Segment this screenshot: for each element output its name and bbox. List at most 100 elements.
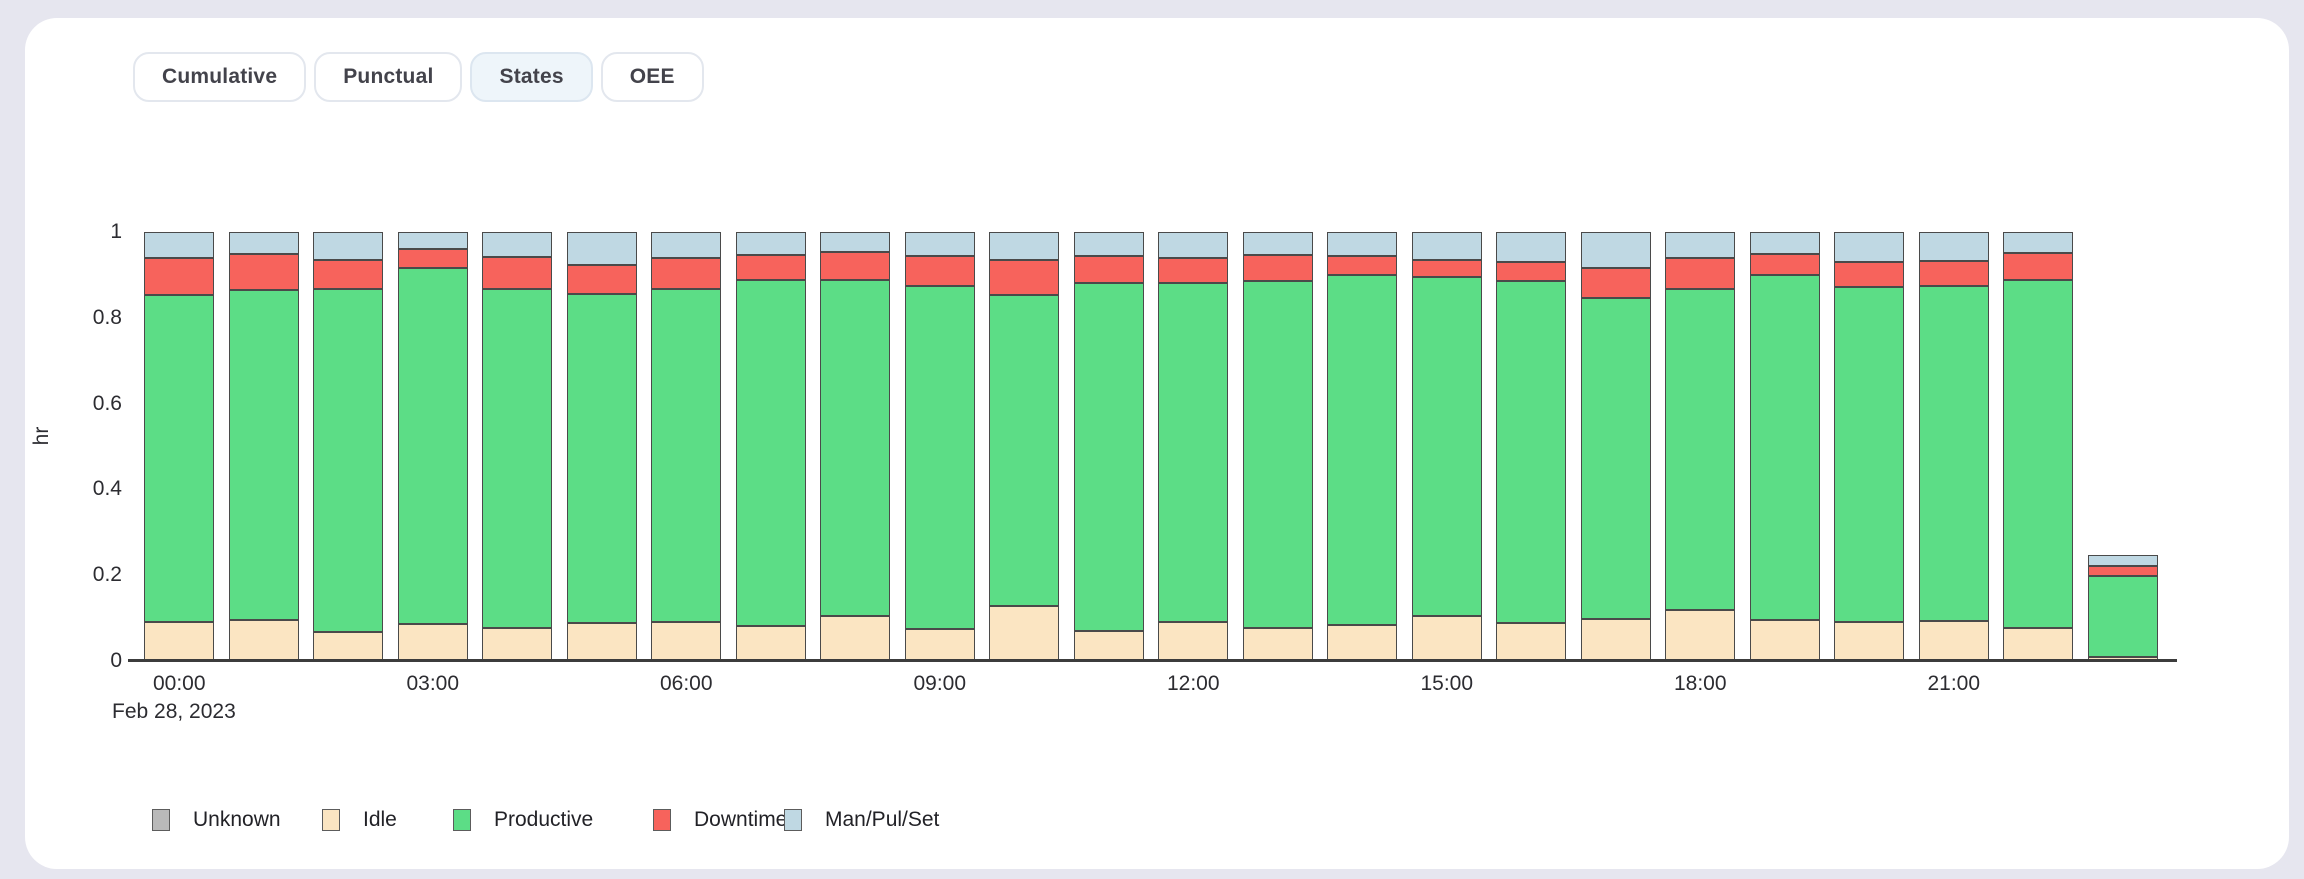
bar-segment-idle[interactable] (2003, 627, 2074, 661)
bar-segment-downtime[interactable] (397, 249, 468, 269)
bar-segment-man-pul-set[interactable] (1496, 232, 1567, 263)
bar-segment-idle[interactable] (1242, 627, 1313, 661)
bar-segment-downtime[interactable] (820, 252, 891, 281)
bar-segment-productive[interactable] (735, 279, 806, 626)
bar-22:00[interactable] (2003, 232, 2074, 661)
bar-segment-man-pul-set[interactable] (1918, 232, 1989, 262)
bar-segment-downtime[interactable] (1834, 262, 1905, 288)
bar-segment-productive[interactable] (1158, 283, 1229, 622)
bar-21:00[interactable] (1918, 232, 1989, 661)
bar-segment-downtime[interactable] (651, 258, 722, 290)
bar-segment-idle[interactable] (1073, 630, 1144, 661)
bar-segment-idle[interactable] (144, 621, 215, 661)
bar-18:00[interactable] (1665, 232, 1736, 661)
bar-19:00[interactable] (1749, 232, 1820, 661)
bar-09:00[interactable] (904, 232, 975, 661)
bar-segment-idle[interactable] (228, 619, 299, 661)
bar-segment-productive[interactable] (228, 290, 299, 620)
bar-07:00[interactable] (735, 232, 806, 661)
bar-segment-downtime[interactable] (1073, 256, 1144, 283)
bar-segment-productive[interactable] (651, 289, 722, 622)
bar-segment-man-pul-set[interactable] (820, 232, 891, 253)
bar-segment-productive[interactable] (820, 280, 891, 617)
bar-00:00[interactable] (144, 232, 215, 661)
bar-segment-productive[interactable] (904, 285, 975, 629)
tab-punctual[interactable]: Punctual (314, 52, 463, 102)
bar-segment-productive[interactable] (482, 288, 553, 628)
bar-segment-man-pul-set[interactable] (2003, 232, 2074, 254)
bar-segment-productive[interactable] (2087, 576, 2158, 657)
bar-11:00[interactable] (1073, 232, 1144, 661)
bar-segment-idle[interactable] (1580, 618, 1651, 661)
bar-segment-idle[interactable] (313, 631, 384, 661)
bar-segment-idle[interactable] (482, 627, 553, 661)
bar-segment-man-pul-set[interactable] (1158, 232, 1229, 259)
bar-segment-productive[interactable] (1918, 285, 1989, 621)
bar-segment-downtime[interactable] (1749, 254, 1820, 276)
legend-item-man-pul-set[interactable]: Man/Pul/Set (784, 808, 939, 832)
bar-segment-productive[interactable] (989, 294, 1060, 606)
bar-segment-downtime[interactable] (482, 257, 553, 289)
bar-segment-idle[interactable] (1496, 622, 1567, 661)
bar-04:00[interactable] (482, 232, 553, 661)
bar-20:00[interactable] (1834, 232, 1905, 661)
bar-23:00[interactable] (2087, 554, 2158, 661)
bar-segment-downtime[interactable] (989, 260, 1060, 295)
bar-segment-downtime[interactable] (566, 265, 637, 294)
bar-segment-idle[interactable] (1665, 609, 1736, 661)
bar-segment-productive[interactable] (1749, 275, 1820, 620)
bar-segment-downtime[interactable] (2003, 253, 2074, 280)
bar-segment-man-pul-set[interactable] (482, 232, 553, 258)
bar-segment-idle[interactable] (1834, 621, 1905, 661)
bar-06:00[interactable] (651, 232, 722, 661)
tab-oee[interactable]: OEE (600, 52, 704, 102)
bar-segment-downtime[interactable] (1580, 268, 1651, 298)
bar-13:00[interactable] (1242, 232, 1313, 661)
bar-08:00[interactable] (820, 232, 891, 661)
bar-segment-man-pul-set[interactable] (1411, 232, 1482, 261)
bar-segment-downtime[interactable] (1242, 255, 1313, 282)
bar-segment-man-pul-set[interactable] (651, 232, 722, 259)
bar-segment-man-pul-set[interactable] (313, 232, 384, 261)
bar-segment-downtime[interactable] (1496, 262, 1567, 282)
bar-segment-productive[interactable] (313, 289, 384, 632)
bar-segment-man-pul-set[interactable] (228, 232, 299, 255)
bar-segment-man-pul-set[interactable] (566, 232, 637, 266)
bar-segment-productive[interactable] (1242, 281, 1313, 628)
bar-segment-downtime[interactable] (144, 258, 215, 295)
bar-segment-man-pul-set[interactable] (904, 232, 975, 257)
bar-segment-man-pul-set[interactable] (1749, 232, 1820, 255)
bar-segment-man-pul-set[interactable] (2087, 554, 2158, 566)
bar-segment-idle[interactable] (820, 616, 891, 661)
legend-item-productive[interactable]: Productive (453, 808, 593, 832)
bar-segment-productive[interactable] (1496, 281, 1567, 623)
bar-segment-idle[interactable] (1327, 624, 1398, 661)
bar-10:00[interactable] (989, 232, 1060, 661)
legend-item-unknown[interactable]: Unknown (152, 808, 281, 832)
bar-02:00[interactable] (313, 232, 384, 661)
bar-segment-downtime[interactable] (1918, 261, 1989, 286)
bar-03:00[interactable] (397, 232, 468, 661)
bar-segment-idle[interactable] (1749, 619, 1820, 661)
bar-segment-man-pul-set[interactable] (1665, 232, 1736, 259)
bar-segment-downtime[interactable] (228, 254, 299, 291)
bar-segment-idle[interactable] (1411, 616, 1482, 661)
bar-segment-productive[interactable] (2003, 279, 2074, 628)
bar-01:00[interactable] (228, 232, 299, 661)
bar-segment-productive[interactable] (1073, 282, 1144, 631)
bar-segment-idle[interactable] (989, 605, 1060, 661)
tab-cumulative[interactable]: Cumulative (133, 52, 307, 102)
bar-segment-productive[interactable] (1327, 275, 1398, 625)
bar-segment-downtime[interactable] (313, 260, 384, 290)
bar-05:00[interactable] (566, 232, 637, 661)
bar-15:00[interactable] (1411, 232, 1482, 661)
bar-segment-idle[interactable] (1158, 621, 1229, 661)
bar-segment-productive[interactable] (566, 293, 637, 623)
bar-segment-productive[interactable] (1834, 287, 1905, 622)
bar-segment-man-pul-set[interactable] (735, 232, 806, 256)
bar-segment-downtime[interactable] (1665, 258, 1736, 289)
bar-segment-downtime[interactable] (904, 256, 975, 286)
bar-segment-man-pul-set[interactable] (1073, 232, 1144, 257)
bar-segment-idle[interactable] (651, 621, 722, 661)
bar-segment-productive[interactable] (397, 268, 468, 624)
